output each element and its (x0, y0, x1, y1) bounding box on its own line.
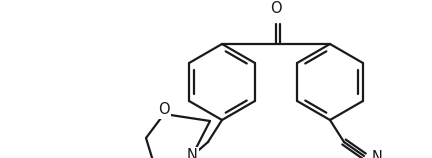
Text: O: O (158, 103, 170, 118)
Text: N: N (372, 151, 383, 158)
Text: N: N (187, 149, 197, 158)
Text: O: O (270, 1, 282, 16)
